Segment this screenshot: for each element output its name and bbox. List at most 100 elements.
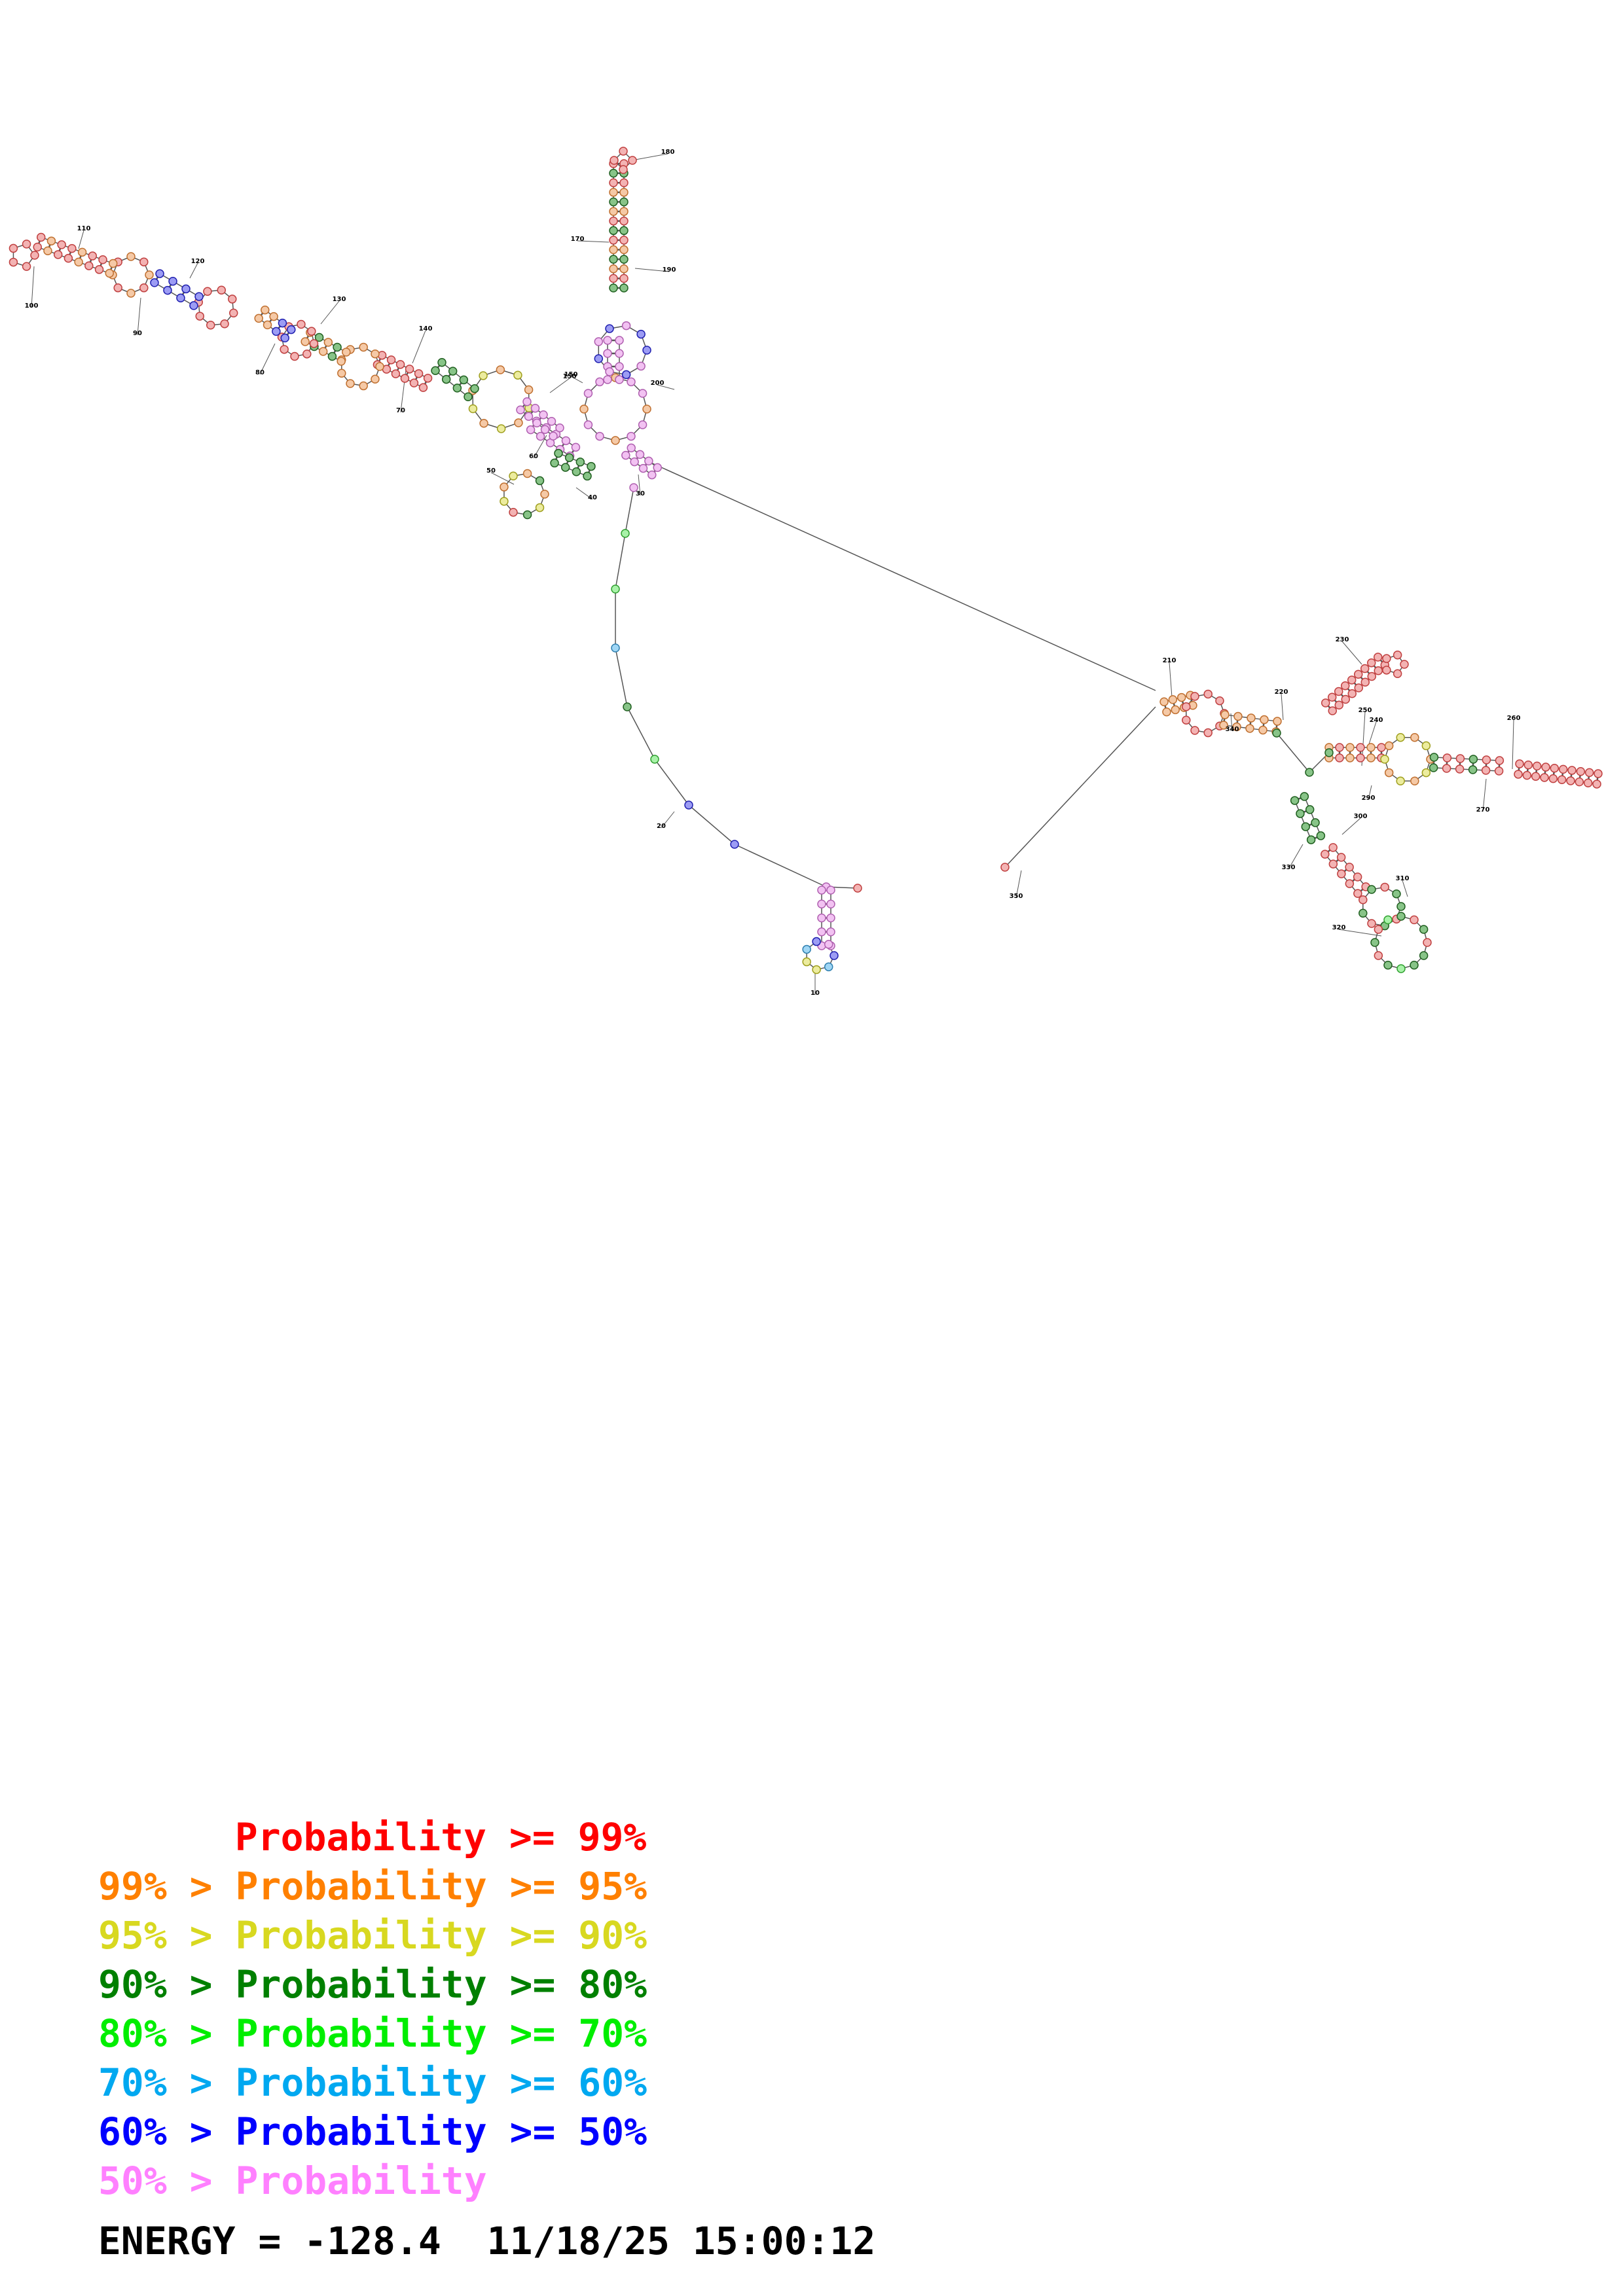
nucleotide xyxy=(1260,715,1269,725)
nucleotide xyxy=(1523,760,1533,770)
nucleotide xyxy=(290,351,299,361)
backbone-segment xyxy=(189,262,198,279)
nucleotide xyxy=(371,374,380,384)
legend-label: Probability >= 90% xyxy=(235,1913,647,1958)
nucleotide xyxy=(77,247,87,257)
nucleotide xyxy=(535,476,545,486)
residue-number: 100 xyxy=(25,302,39,310)
nucleotide xyxy=(1162,708,1171,717)
nucleotide xyxy=(644,456,653,466)
nucleotide xyxy=(540,425,550,434)
nucleotide xyxy=(278,318,287,328)
nucleotide xyxy=(189,301,198,310)
nucleotide xyxy=(1514,770,1523,779)
residue-number: 40 xyxy=(588,494,597,501)
nucleotide xyxy=(603,349,612,358)
nucleotide xyxy=(1540,773,1549,782)
backbone-segment xyxy=(654,759,689,806)
nucleotide xyxy=(1321,850,1330,859)
nucleotide xyxy=(1316,831,1326,840)
nucleotide xyxy=(1396,912,1406,921)
residue-number: 30 xyxy=(636,490,645,497)
energy-timestamp: ENERGY = -128.4 11/18/25 15:00:12 xyxy=(98,2219,876,2263)
nucleotide xyxy=(1382,654,1391,663)
nucleotide xyxy=(287,325,296,334)
nucleotide xyxy=(30,251,39,260)
nucleotide xyxy=(619,165,628,174)
nucleotide xyxy=(98,255,107,264)
nucleotide xyxy=(623,702,632,711)
nucleotide xyxy=(359,381,368,391)
nucleotide xyxy=(605,324,614,333)
nucleotide xyxy=(1366,658,1376,668)
nucleotide xyxy=(532,418,541,427)
nucleotide xyxy=(1168,695,1178,704)
backbone-segment xyxy=(570,376,583,384)
legend-row-plow: 50% > Probability xyxy=(0,2157,1048,2206)
nucleotide xyxy=(1360,677,1370,687)
nucleotide xyxy=(155,269,164,278)
nucleotide xyxy=(1550,763,1559,773)
residue-number: 240 xyxy=(1370,717,1383,724)
nucleotide xyxy=(1592,780,1601,789)
backbone-segment xyxy=(1341,817,1361,835)
nucleotide xyxy=(619,197,629,207)
nucleotide xyxy=(802,957,811,967)
nucleotide xyxy=(824,940,833,949)
legend-prefix: 99% > xyxy=(98,1864,236,1909)
residue-number: 350 xyxy=(1010,893,1023,900)
nucleotide xyxy=(1366,753,1376,762)
nucleotide xyxy=(583,471,592,481)
nucleotide xyxy=(824,962,833,971)
nucleotide xyxy=(535,503,545,512)
backbone-segment xyxy=(1368,721,1377,747)
residue-number: 140 xyxy=(419,325,433,332)
backbone-segment xyxy=(657,384,675,390)
nucleotide xyxy=(88,251,98,260)
nucleotide xyxy=(1410,960,1419,970)
backbone-segment xyxy=(1341,641,1362,665)
nucleotide xyxy=(405,365,414,374)
nucleotide xyxy=(628,156,637,165)
nucleotide xyxy=(638,420,647,429)
nucleotide xyxy=(1258,725,1267,735)
nucleotide xyxy=(1421,768,1431,778)
nucleotide xyxy=(452,384,462,393)
nucleotide xyxy=(1347,675,1357,685)
nucleotide xyxy=(627,377,636,387)
nucleotide xyxy=(609,168,618,178)
nucleotide xyxy=(9,243,18,253)
nucleotide xyxy=(638,463,648,473)
nucleotide xyxy=(1557,775,1567,785)
nucleotide xyxy=(609,264,618,274)
nucleotide xyxy=(1353,872,1362,882)
nucleotide xyxy=(423,374,433,383)
nucleotide xyxy=(441,374,451,384)
nucleotide xyxy=(1423,938,1432,947)
nucleotide xyxy=(1396,776,1405,786)
nucleotide xyxy=(1384,768,1394,778)
nucleotide xyxy=(1367,885,1376,894)
residue-number: 110 xyxy=(77,225,91,232)
residue-number: 320 xyxy=(1332,924,1346,931)
nucleotide xyxy=(627,431,636,441)
nucleotide xyxy=(479,419,488,428)
rna-structure-diagram: 1020304050607080901001101201301401501501… xyxy=(9,147,1603,997)
nucleotide xyxy=(1566,776,1575,785)
nucleotide xyxy=(609,178,618,187)
backbone-segment xyxy=(490,472,515,485)
nucleotide xyxy=(1567,766,1577,775)
nucleotide xyxy=(1482,755,1491,764)
nucleotide xyxy=(126,289,136,298)
nucleotide xyxy=(1321,698,1330,708)
nucleotide xyxy=(1400,660,1409,669)
nucleotide xyxy=(1367,919,1376,928)
nucleotide xyxy=(615,349,624,358)
nucleotide xyxy=(217,285,227,295)
nucleotide xyxy=(524,385,534,395)
nucleotide xyxy=(323,338,333,347)
nucleotide xyxy=(619,188,629,197)
nucleotide xyxy=(609,188,618,197)
nucleotide xyxy=(1345,879,1355,888)
backbone-segment xyxy=(634,268,670,272)
